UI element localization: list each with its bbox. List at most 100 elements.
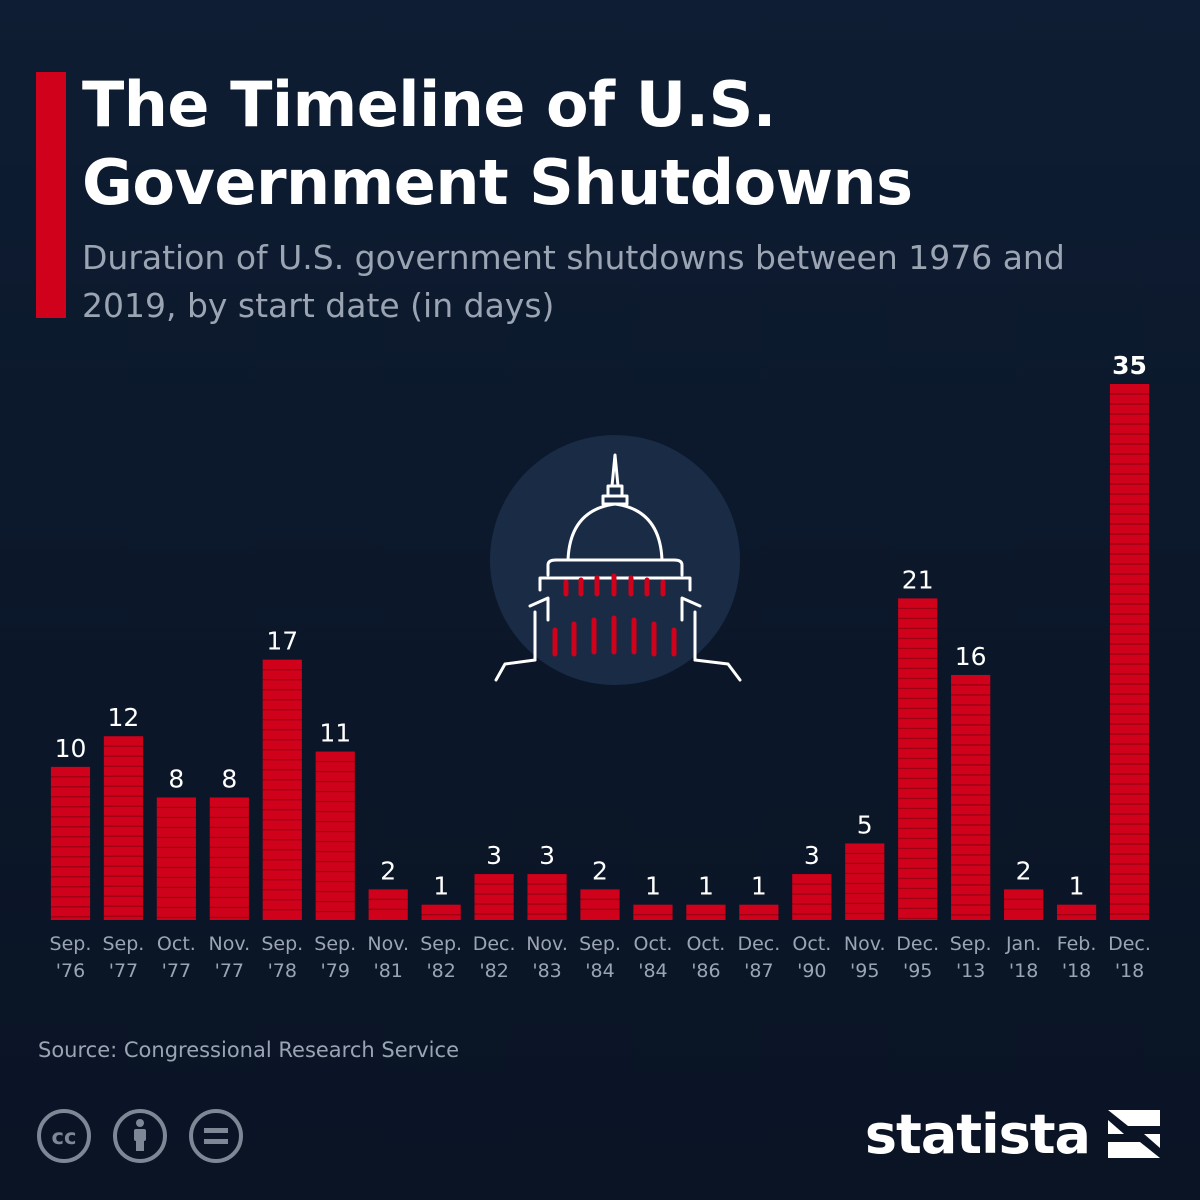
x-tick-label: Oct. '84 [634,933,673,982]
bar [1004,889,1044,920]
bar [103,736,144,920]
x-tick-label-line: Dec. [473,933,516,955]
bar [580,889,620,920]
bar-4 [262,659,302,920]
x-tick-label-line: '18 [1115,960,1144,982]
bar-value-label: 16 [955,642,987,671]
bar-20 [1109,384,1150,920]
bar [50,766,91,920]
bar-19 [1056,904,1097,920]
x-tick-label-line: '82 [426,960,455,982]
bar-value-label: 1 [751,872,767,901]
x-tick-label: Sep. '78 [261,933,303,982]
x-tick-label-line: '84 [638,960,667,982]
bar [368,889,408,920]
no-derivatives-icon[interactable] [189,1109,243,1163]
bar-value-label: 8 [221,764,237,793]
x-tick-label-line: Nov. [367,933,409,955]
bar [633,904,673,920]
x-tick-label: Dec. '82 [473,933,516,982]
x-tick-label: Oct. '90 [792,933,831,982]
bar [686,904,726,920]
bar-value-label: 1 [698,872,714,901]
x-tick-label: Nov. '83 [526,933,568,982]
bar-3 [209,797,249,920]
x-tick-label: Sep. '82 [420,933,462,982]
x-tick-label-line: '13 [956,960,985,982]
creative-commons-icon[interactable]: cc [37,1109,91,1163]
bar-14 [792,874,832,920]
x-tick-label-line: '86 [691,960,720,982]
bar-8 [474,874,514,920]
bar-value-label: 1 [645,872,661,901]
statista-logo[interactable]: statista [865,1098,1164,1170]
bar-13 [739,904,779,920]
x-tick-label-line: Sep. [314,933,356,955]
bar-value-label: 2 [380,856,396,885]
bar [156,797,196,920]
bar-9 [527,874,567,920]
title-accent-bar [36,72,66,318]
x-tick-label: Nov. '95 [844,933,886,982]
statista-mark-icon [1108,1110,1160,1158]
x-tick-label-line: Sep. [50,933,92,955]
x-tick-label: Dec. '18 [1108,933,1151,982]
x-tick-label-line: Oct. [634,933,673,955]
bar-value-label: 17 [266,627,298,656]
bar-17 [951,674,991,920]
x-tick-label: Dec. '95 [896,933,939,982]
bar-18 [1004,889,1044,920]
x-tick-label-line: Feb. [1057,933,1097,955]
x-tick-label-line: Dec. [1108,933,1151,955]
x-tick-label-line: Nov. [526,933,568,955]
x-tick-label: Feb. '18 [1057,933,1097,982]
x-tick-labels: Sep. '76 Sep. '77 Oct. '77 Nov. '77 Sep. '78 Sep. '… [50,933,1151,982]
bar [792,874,832,920]
x-tick-label: Sep. '77 [102,933,144,982]
x-tick-label: Jan. '18 [1005,933,1041,982]
statista-wordmark: statista [864,1102,1091,1166]
x-tick-label-line: '78 [268,960,297,982]
x-tick-label-line: '79 [321,960,350,982]
x-tick-label-line: '77 [215,960,244,982]
bar-5 [315,751,355,920]
bar-value-label: 2 [1016,856,1032,885]
x-tick-label-line: '84 [585,960,614,982]
bar-0 [50,766,91,920]
bar-12 [686,904,726,920]
capitol-windows [552,573,677,657]
attribution-icon[interactable] [113,1109,167,1163]
bar-value-label: 1 [433,872,449,901]
x-tick-label-line: '77 [109,960,138,982]
x-tick-label-line: Sep. [102,933,144,955]
svg-text:cc: cc [52,1125,77,1149]
bar [898,598,938,920]
bar-value-label: 21 [902,565,934,594]
x-tick-label-line: Sep. [950,933,992,955]
x-tick-label-line: '81 [373,960,402,982]
x-tick-label-line: '95 [903,960,932,982]
bar-11 [633,904,673,920]
x-tick-label: Sep. '84 [579,933,621,982]
chart-subtitle: Duration of U.S. government shutdowns be… [82,238,1065,325]
bar-value-label: 12 [108,703,140,732]
source-note: Source: Congressional Research Service [38,1038,459,1062]
license-icons: cc [37,1109,243,1163]
x-tick-label-line: '76 [56,960,85,982]
x-tick-label: Oct. '86 [686,933,725,982]
x-tick-label-line: '77 [162,960,191,982]
x-tick-label-line: '82 [479,960,508,982]
x-tick-label-line: Oct. [686,933,725,955]
x-tick-label-line: '18 [1062,960,1091,982]
bar-value-label: 1 [1069,872,1085,901]
x-tick-label-line: Oct. [792,933,831,955]
bar-16 [898,598,938,920]
bar-value-label: 3 [804,841,820,870]
x-tick-label-line: Sep. [579,933,621,955]
bar [739,904,779,920]
bar [315,751,355,920]
bar-1 [103,736,144,920]
